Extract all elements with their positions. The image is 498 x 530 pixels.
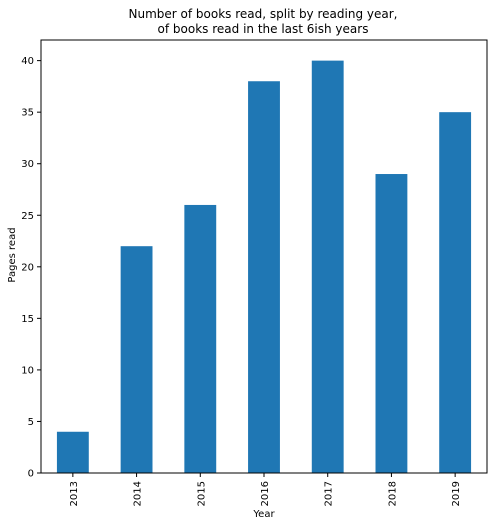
bar-2018 <box>375 174 408 473</box>
plot-frame <box>40 39 488 474</box>
y-axis-label: Pages read <box>7 227 18 282</box>
x-tick-label: 2014 <box>133 481 144 506</box>
y-tick-label: 15 <box>21 314 34 325</box>
y-tick-label: 20 <box>21 262 34 273</box>
chart-title-line-2: of books read in the last 6ish years <box>158 22 369 36</box>
y-tick-label: 30 <box>21 159 34 170</box>
y-tick-label: 10 <box>21 365 34 376</box>
chart-title: Number of books read, split by reading y… <box>129 7 398 36</box>
x-tick-label: 2018 <box>387 481 398 506</box>
y-tick-label: 25 <box>21 211 34 222</box>
x-axis-ticks: 2013 2014 2015 2016 2017 2018 2019 <box>69 473 462 506</box>
bar-2015 <box>184 204 217 473</box>
x-axis-label: Year <box>252 509 275 520</box>
y-tick-label: 0 <box>28 469 34 480</box>
y-tick-label: 5 <box>28 417 34 428</box>
x-tick-label: 2015 <box>196 481 207 506</box>
bar-2019 <box>439 112 472 474</box>
bar-2014 <box>120 246 153 473</box>
x-tick-label: 2017 <box>324 481 335 506</box>
y-tick-label: 35 <box>21 108 34 119</box>
y-tick-label: 40 <box>21 56 34 67</box>
bar-2016 <box>248 81 280 473</box>
y-axis-ticks: 0 5 10 15 20 25 30 35 40 <box>21 56 41 480</box>
x-tick-label: 2016 <box>260 481 271 506</box>
bar-2017 <box>311 60 344 473</box>
x-tick-label: 2013 <box>69 481 80 506</box>
bar-2013 <box>56 431 89 473</box>
bars-group <box>56 60 472 474</box>
x-tick-label: 2019 <box>451 481 462 506</box>
plot-border <box>40 39 488 474</box>
chart-title-line-1: Number of books read, split by reading y… <box>129 7 398 21</box>
